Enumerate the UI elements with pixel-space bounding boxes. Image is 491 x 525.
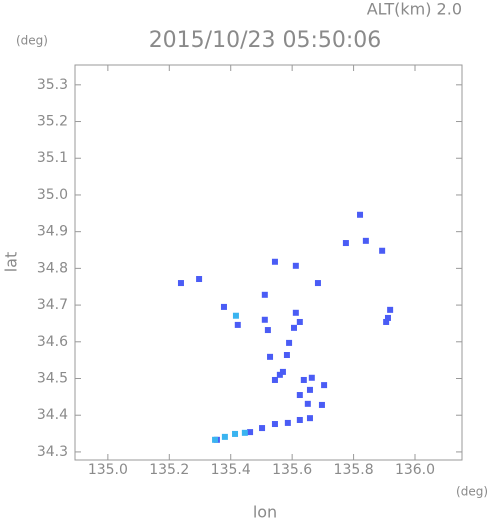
echo: [306, 415, 313, 422]
x-tick-label: 135.0: [88, 462, 128, 478]
echo: [290, 324, 297, 331]
x-tick-label: 135.2: [149, 462, 189, 478]
echo: [261, 291, 268, 298]
echo: [232, 430, 239, 437]
echo: [232, 312, 239, 319]
echo: [241, 429, 248, 436]
echo: [220, 303, 227, 310]
echo: [379, 247, 386, 254]
y-tick-label: 35.3: [37, 77, 68, 93]
y-tick-label: 34.4: [37, 407, 68, 423]
x-tick-label: 135.6: [272, 462, 312, 478]
echo: [321, 382, 328, 389]
echo: [314, 280, 321, 287]
echo: [212, 436, 219, 443]
y-tick-label: 35.1: [37, 150, 68, 166]
y-tick-label: 34.3: [37, 444, 68, 460]
echo: [271, 421, 278, 428]
echo: [261, 316, 268, 323]
y-tick-label: 34.7: [37, 297, 68, 313]
echo: [283, 352, 290, 359]
echo: [342, 240, 349, 247]
echo: [296, 318, 303, 325]
y-tick-label: 34.5: [37, 371, 68, 387]
echo: [221, 433, 228, 440]
echo: [286, 339, 293, 346]
echo: [384, 314, 391, 321]
chart-title: 2015/10/23 05:50:06: [149, 28, 382, 53]
y-tick-label: 34.9: [37, 224, 68, 240]
echo: [387, 306, 394, 313]
echo: [306, 386, 313, 393]
x-tick-label: 136.0: [395, 462, 435, 478]
subtitle: ALT(km) 2.0: [367, 0, 462, 19]
x-unit: (deg): [456, 485, 488, 499]
y-tick-label: 35.0: [37, 187, 68, 203]
echo: [304, 400, 311, 407]
x-tick-label: 135.4: [211, 462, 251, 478]
y-tick-label: 34.6: [37, 334, 68, 350]
echo: [247, 429, 254, 436]
echo: [259, 425, 266, 432]
y-unit: (deg): [16, 34, 48, 48]
echo: [271, 376, 278, 383]
echo: [284, 419, 291, 426]
echo: [357, 211, 364, 218]
echo: [383, 318, 390, 325]
echo: [308, 374, 315, 381]
x-axis-label: lon: [253, 503, 277, 522]
echo: [177, 280, 184, 287]
x-tick-label: 135.8: [334, 462, 374, 478]
y-tick-label: 34.8: [37, 260, 68, 276]
y-axis-label: lat: [2, 252, 21, 273]
echo: [264, 327, 271, 334]
echo: [300, 376, 307, 383]
echo: [362, 237, 369, 244]
echo: [296, 392, 303, 399]
echo: [279, 368, 286, 375]
echo: [296, 416, 303, 423]
echo: [234, 321, 241, 328]
plot-frame: [74, 64, 463, 461]
echo: [267, 353, 274, 360]
echo: [292, 309, 299, 316]
echo: [276, 371, 283, 378]
y-tick-label: 35.2: [37, 114, 68, 130]
echo: [271, 258, 278, 265]
echo: [292, 262, 299, 269]
echo: [318, 401, 325, 408]
echo: [196, 276, 203, 283]
